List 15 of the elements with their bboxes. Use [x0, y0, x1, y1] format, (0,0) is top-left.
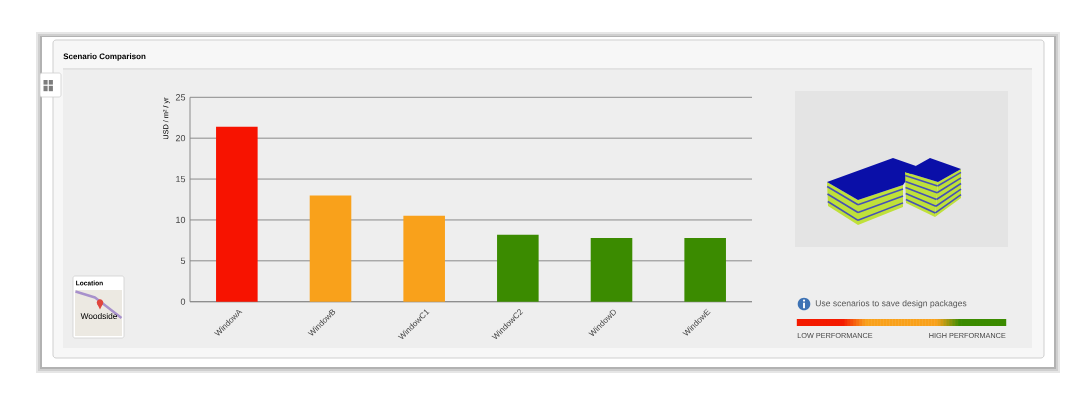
bar [497, 234, 539, 302]
bar [684, 237, 726, 302]
bar [590, 237, 633, 302]
bar [309, 195, 352, 302]
bar [403, 215, 445, 302]
bar [216, 126, 258, 302]
y-tick-label: 5 [180, 257, 186, 264]
y-tick-label: 15 [176, 175, 186, 183]
text: Use scenarios to save design packages [815, 299, 967, 308]
y-tick-label: 10 [176, 216, 186, 224]
text: Woodside [80, 312, 118, 320]
y-tick-label: 20 [175, 135, 186, 142]
y-tick-label: 0 [180, 298, 186, 305]
y-tick-label: 25 [175, 94, 186, 101]
text: Scenario Comparison [63, 53, 146, 61]
